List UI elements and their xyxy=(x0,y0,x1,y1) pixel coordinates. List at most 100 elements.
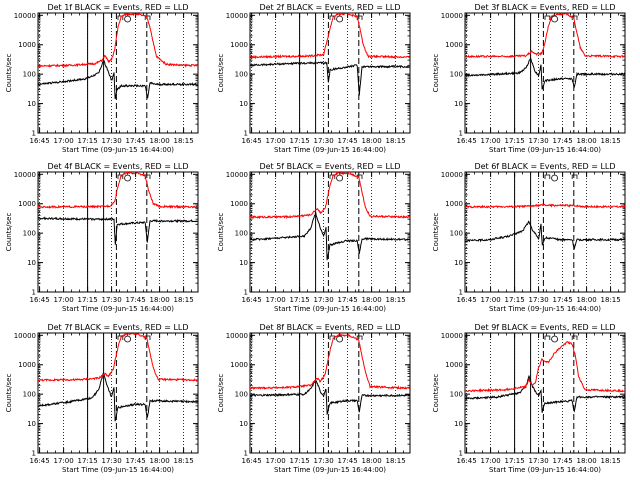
y-tick-label: 10000 xyxy=(441,332,463,340)
series-line-lld xyxy=(250,13,410,60)
y-tick-label: 1 xyxy=(244,130,248,138)
series-line-events xyxy=(465,220,625,250)
chart-panel-1: Det 1f BLACK = Events, RED = LLD 1 10 100 10… xyxy=(5,3,199,154)
y-tick-label: 100 xyxy=(23,71,36,79)
panel-title: Det 1f BLACK = Events, RED = LLD xyxy=(47,3,188,12)
y-tick-label: 1000 xyxy=(18,200,36,208)
y-tick-label: 10 xyxy=(27,259,36,267)
x-axis-label: Start Time (09-Jun-15 16:44:00) xyxy=(62,146,174,154)
series-line-events xyxy=(250,379,410,416)
x-tick-label: 17:30 xyxy=(102,457,122,465)
plot-frame xyxy=(249,171,411,293)
y-tick-label: 1000 xyxy=(18,361,36,369)
y-tick-label: 10000 xyxy=(14,12,36,20)
series-line-events xyxy=(38,216,198,245)
panel-title: Det 7f BLACK = Events, RED = LLD xyxy=(47,323,188,332)
y-tick-label: 1 xyxy=(244,450,248,458)
x-tick-label: 18:15 xyxy=(174,137,194,145)
x-axis-label: Start Time (09-Jun-15 16:44:00) xyxy=(274,305,386,313)
x-tick-label: 17:30 xyxy=(314,457,334,465)
series-line-lld xyxy=(38,172,198,209)
x-tick-label: 18:15 xyxy=(386,137,406,145)
chart-panel-2: Det 2f BLACK = Events, RED = LLD 1 10 100 10… xyxy=(217,3,411,154)
x-tick-label: 18:00 xyxy=(362,457,382,465)
x-tick-label: 18:15 xyxy=(601,296,621,304)
x-tick-label: 17:15 xyxy=(78,457,98,465)
x-tick-label: 17:15 xyxy=(290,137,310,145)
x-tick-label: 17:00 xyxy=(54,457,74,465)
x-axis-label: Start Time (09-Jun-15 16:44:00) xyxy=(489,305,601,313)
x-tick-label: 16:45 xyxy=(457,296,477,304)
y-tick-label: 10000 xyxy=(226,171,248,179)
x-tick-label: 17:15 xyxy=(78,137,98,145)
x-tick-label: 18:15 xyxy=(174,457,194,465)
series-line-lld xyxy=(465,340,625,393)
panel-title: Det 3f BLACK = Events, RED = LLD xyxy=(474,3,615,12)
x-tick-label: 16:45 xyxy=(30,296,50,304)
attenuator-marker xyxy=(544,335,551,340)
x-tick-label: 16:45 xyxy=(242,457,262,465)
x-tick-label: 17:45 xyxy=(126,457,146,465)
panel-title: Det 5f BLACK = Events, RED = LLD xyxy=(259,162,400,171)
y-tick-label: 1000 xyxy=(445,41,463,49)
y-tick-label: 10000 xyxy=(226,332,248,340)
x-tick-label: 16:45 xyxy=(242,296,262,304)
x-tick-label: 18:00 xyxy=(362,296,382,304)
x-tick-label: 17:45 xyxy=(338,137,358,145)
x-tick-label: 16:45 xyxy=(242,137,262,145)
y-tick-label: 1000 xyxy=(230,361,248,369)
x-tick-label: 17:45 xyxy=(126,137,146,145)
chart-panel-9: Det 9f BLACK = Events, RED = LLD 1 10 100 10… xyxy=(432,323,626,474)
x-tick-label: 17:30 xyxy=(529,137,549,145)
attenuator-marker xyxy=(544,15,551,20)
chart-panel-5: Det 5f BLACK = Events, RED = LLD 1 10 100 10… xyxy=(217,162,411,313)
x-axis-label: Start Time (09-Jun-15 16:44:00) xyxy=(489,466,601,474)
series-line-events xyxy=(250,211,410,261)
peak-marker xyxy=(124,174,131,182)
x-tick-label: 17:45 xyxy=(553,457,573,465)
y-axis-label: Counts/sec xyxy=(432,213,440,252)
y-tick-label: 10 xyxy=(239,100,248,108)
y-tick-label: 1 xyxy=(459,450,463,458)
x-axis-label: Start Time (09-Jun-15 16:44:00) xyxy=(62,466,174,474)
plot-frame xyxy=(249,332,411,454)
x-tick-label: 17:30 xyxy=(529,457,549,465)
x-tick-label: 16:45 xyxy=(30,137,50,145)
x-tick-label: 18:00 xyxy=(150,457,170,465)
y-tick-label: 10 xyxy=(454,420,463,428)
peak-marker xyxy=(336,335,344,343)
y-tick-label: 100 xyxy=(450,391,463,399)
series-line-events xyxy=(38,371,198,422)
y-tick-label: 10 xyxy=(239,420,248,428)
x-tick-label: 16:45 xyxy=(30,457,50,465)
series-line-lld xyxy=(465,203,625,210)
y-tick-label: 1000 xyxy=(230,41,248,49)
chart-panel-7: Det 7f BLACK = Events, RED = LLD 1 10 100 10… xyxy=(5,323,199,474)
x-tick-label: 17:45 xyxy=(126,296,146,304)
y-tick-label: 10 xyxy=(27,420,36,428)
x-tick-label: 18:00 xyxy=(577,137,597,145)
x-tick-label: 17:00 xyxy=(54,137,74,145)
y-tick-label: 10 xyxy=(239,259,248,267)
x-tick-label: 17:30 xyxy=(102,296,122,304)
y-tick-label: 100 xyxy=(235,230,248,238)
panel-title: Det 4f BLACK = Events, RED = LLD xyxy=(47,162,188,171)
attenuator-marker xyxy=(571,335,578,340)
x-tick-label: 17:30 xyxy=(314,296,334,304)
x-tick-label: 17:15 xyxy=(505,457,525,465)
x-tick-label: 17:15 xyxy=(505,137,525,145)
y-tick-label: 100 xyxy=(23,391,36,399)
attenuator-marker xyxy=(117,174,124,179)
attenuator-marker xyxy=(544,174,551,179)
y-axis-label: Counts/sec xyxy=(5,54,13,93)
panel-title: Det 9f BLACK = Events, RED = LLD xyxy=(474,323,615,332)
plot-frame xyxy=(464,12,626,134)
x-tick-label: 17:15 xyxy=(505,296,525,304)
y-tick-label: 1000 xyxy=(445,361,463,369)
plot-frame xyxy=(464,332,626,454)
chart-panel-6: Det 6f BLACK = Events, RED = LLD 1 10 100 10… xyxy=(432,162,626,313)
x-tick-label: 17:00 xyxy=(481,457,501,465)
peak-marker xyxy=(551,174,558,182)
x-tick-label: 18:00 xyxy=(150,296,170,304)
y-tick-label: 10000 xyxy=(441,12,463,20)
